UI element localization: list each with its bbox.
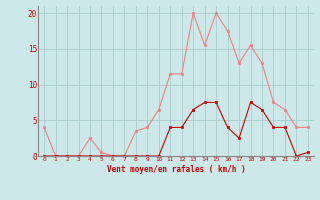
X-axis label: Vent moyen/en rafales ( km/h ): Vent moyen/en rafales ( km/h ) <box>107 165 245 174</box>
